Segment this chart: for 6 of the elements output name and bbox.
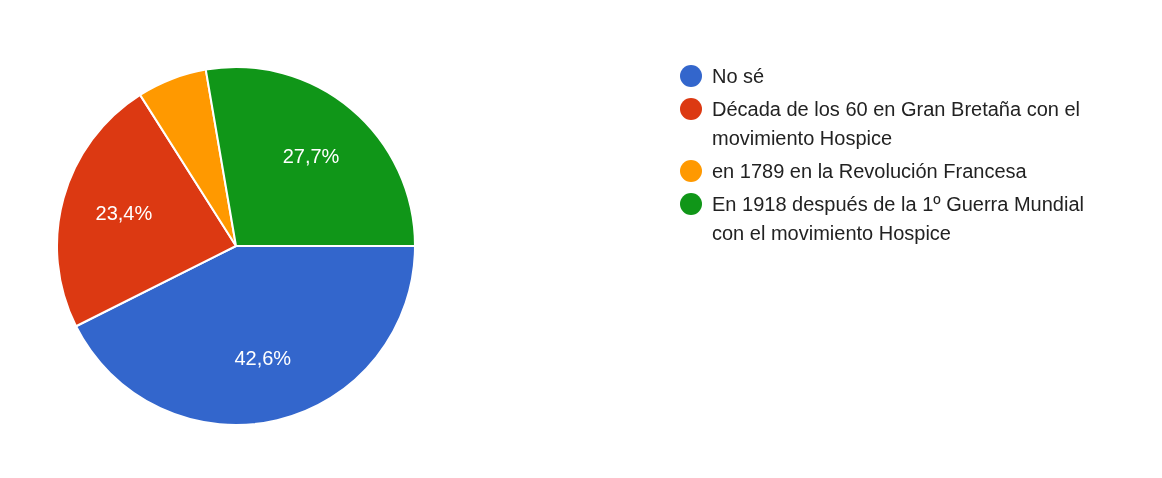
legend-label: en 1789 en la Revolución Francesa (712, 159, 1027, 184)
data-label: 23,4% (95, 202, 153, 225)
legend-label: En 1918 después de la 1º Guerra Mundial con el movimiento Hospice (712, 192, 1085, 246)
legend-label: No sé (712, 64, 765, 89)
data-label: 42,6% (234, 346, 292, 369)
data-label: 27,7% (282, 144, 340, 167)
